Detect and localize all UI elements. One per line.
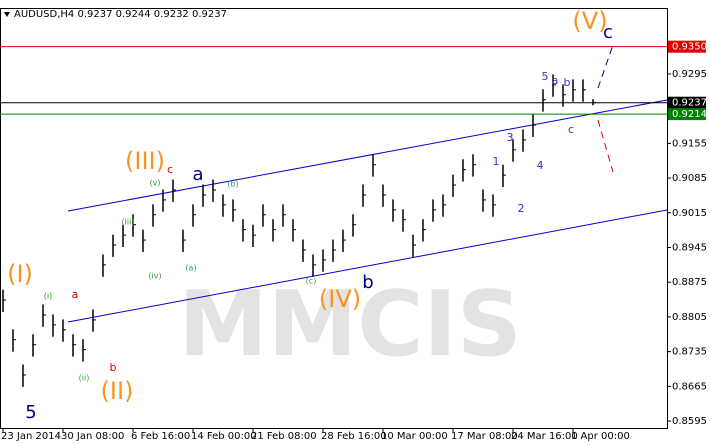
menu-arrow <box>4 12 10 17</box>
wave-label: 4 <box>537 159 544 172</box>
x-tick-label: 14 Feb 00:00 <box>191 431 257 442</box>
wave-label: (III) <box>125 147 165 175</box>
projection-up <box>597 44 614 89</box>
wave-label: (V) <box>572 7 607 35</box>
x-tick-label: 6 Feb 16:00 <box>131 431 190 442</box>
wave-label: c <box>568 123 574 136</box>
wave-label: (a) <box>185 264 196 273</box>
x-tick-label: 24 Mar 16:00 <box>511 431 578 442</box>
price-label: 0.9237 <box>672 98 707 109</box>
price-label: 0.9350 <box>672 42 707 53</box>
y-tick-label: 0.9085 <box>672 173 707 184</box>
x-tick-label: 17 Mar 08:00 <box>451 431 518 442</box>
projection-down <box>597 119 614 173</box>
wave-label: c <box>167 163 173 176</box>
x-tick-label: 23 Jan 2014 <box>1 431 61 442</box>
y-tick-label: 0.8665 <box>672 381 707 392</box>
price-label-box <box>668 96 706 109</box>
price-label: 0.9214 <box>672 109 707 120</box>
plot-frame <box>0 8 668 429</box>
wave-label: b <box>564 76 571 89</box>
header: AUDUSD,H4 0.9237 0.9244 0.9232 0.9237 <box>14 9 227 20</box>
x-tick-label: 30 Jan 08:00 <box>61 431 124 442</box>
wave-label: (II) <box>101 377 134 405</box>
wave-label: b <box>362 272 373 293</box>
wave-label: a <box>192 164 203 185</box>
wave-label: (i) <box>44 292 52 301</box>
wave-label: (v) <box>150 179 161 188</box>
y-tick-label: 0.9295 <box>672 69 707 80</box>
wave-label: c <box>603 22 613 43</box>
wave-label: 5 <box>542 70 549 83</box>
wave-label: 3 <box>507 131 514 144</box>
x-tick-label: 28 Feb 16:00 <box>321 431 387 442</box>
wave-label: a <box>552 74 559 87</box>
wave-label: 1 <box>493 155 500 168</box>
wave-label: (IV) <box>319 285 361 313</box>
y-tick-label: 0.8875 <box>672 277 707 288</box>
y-tick-label: 0.8805 <box>672 312 707 323</box>
wave-label: (c) <box>306 277 317 286</box>
wave-label: b <box>110 361 117 374</box>
y-tick-label: 0.8735 <box>672 347 707 358</box>
wave-label: (iv) <box>148 272 161 281</box>
wave-label: (I) <box>7 260 33 288</box>
x-tick-label: 21 Feb 08:00 <box>251 431 317 442</box>
channel-lower <box>67 209 668 323</box>
wave-label: (b) <box>227 180 238 189</box>
wave-label: (iii) <box>122 218 135 227</box>
price-label-box <box>668 108 706 121</box>
y-tick-label: 0.8945 <box>672 243 707 254</box>
x-tick-label: 1 Apr 00:00 <box>571 431 630 442</box>
y-tick-label: 0.9155 <box>672 138 707 149</box>
wave-label: 2 <box>518 202 525 215</box>
wave-label: 5 <box>25 402 36 423</box>
x-tick-label: 10 Mar 00:00 <box>381 431 448 442</box>
price-label-box <box>668 40 706 53</box>
wave-label: a <box>72 288 79 301</box>
channel-upper <box>67 99 668 212</box>
y-tick-label: 0.8595 <box>672 416 707 427</box>
watermark: MMCIS <box>178 272 521 377</box>
wave-label: (ii) <box>79 374 90 383</box>
y-tick-label: 0.9015 <box>672 208 707 219</box>
